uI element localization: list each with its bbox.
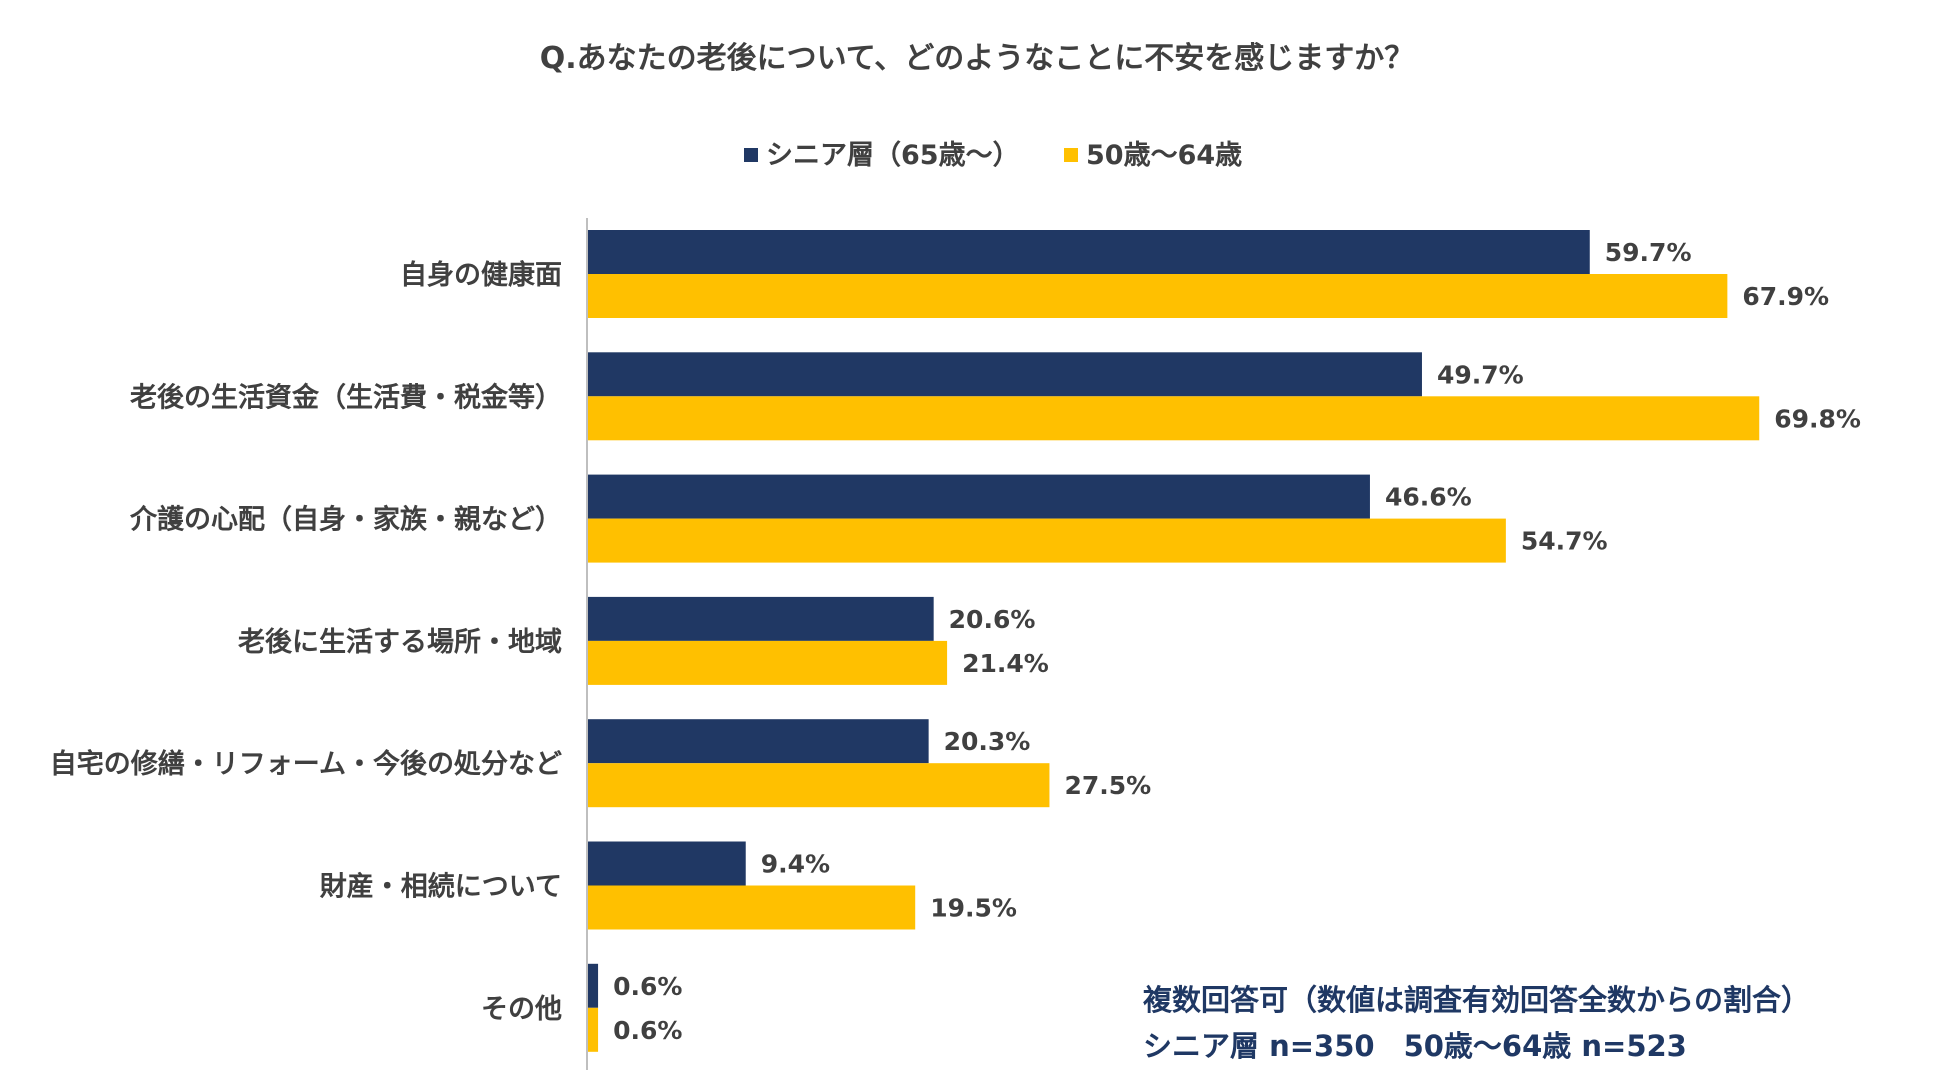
data-label: 59.7% [1605,238,1692,267]
category-label: 自身の健康面 [400,259,562,291]
category-label: 自宅の修繕・リフォーム・今後の処分など [50,748,562,780]
bar-50-64 [588,518,1506,563]
category-label: 老後の生活資金（生活費・税金等） [130,381,562,413]
legend-label-50-64: 50歳～64歳 [1086,140,1242,171]
data-label: 69.8% [1774,404,1861,433]
bar-50-64 [588,640,948,685]
category-label: 財産・相続について [320,871,562,903]
bar-50-64 [588,396,1760,441]
bar-senior [588,230,1590,274]
data-label: 20.3% [944,727,1031,756]
bar-50-64 [588,274,1728,318]
category-label: その他 [481,994,562,1025]
data-label: 54.7% [1521,527,1608,556]
legend-swatch-senior [744,148,758,162]
data-label: 9.4% [761,850,830,879]
plot-area: 自身の健康面 59.7% 67.9% 老後の生活資金（生活費・税金等） 49.7% 69.… [50,230,1861,1052]
bar-senior [588,596,934,641]
legend-swatch-50-64 [1064,148,1078,162]
data-label: 21.4% [962,649,1049,678]
data-label: 27.5% [1064,771,1151,800]
data-label: 46.6% [1385,483,1472,512]
bar-senior [588,352,1422,397]
sample-notes: 複数回答可（数値は調査有効回答全数からの割合） シニア層 n=350 50歳～6… [1143,983,1810,1063]
category-label: 介護の心配（自身・家族・親など） [129,504,562,536]
bar-senior [588,841,746,886]
bar-senior [588,474,1370,519]
note-multiple-answers: 複数回答可（数値は調査有効回答全数からの割合） [1143,983,1810,1017]
bar-senior [588,963,599,1008]
data-label: 0.6% [613,972,682,1001]
note-sample-sizes: シニア層 n=350 50歳～64歳 n=523 [1143,1029,1687,1063]
data-label: 67.9% [1742,282,1829,311]
chart-title: Q.あなたの老後について、どのようなことに不安を感じますか？ [540,41,1415,76]
legend: シニア層（65歳～） 50歳～64歳 [744,140,1242,171]
bar-50-64 [588,763,1050,808]
data-label: 0.6% [613,1016,682,1045]
data-label: 19.5% [930,894,1017,923]
category-label: 老後に生活する場所・地域 [238,627,562,658]
bar-50-64 [588,1007,599,1052]
legend-label-senior: シニア層（65歳～） [766,140,1020,171]
bar-senior [588,719,929,764]
data-label: 49.7% [1437,360,1524,389]
data-label: 20.6% [949,605,1036,634]
bar-50-64 [588,885,916,930]
